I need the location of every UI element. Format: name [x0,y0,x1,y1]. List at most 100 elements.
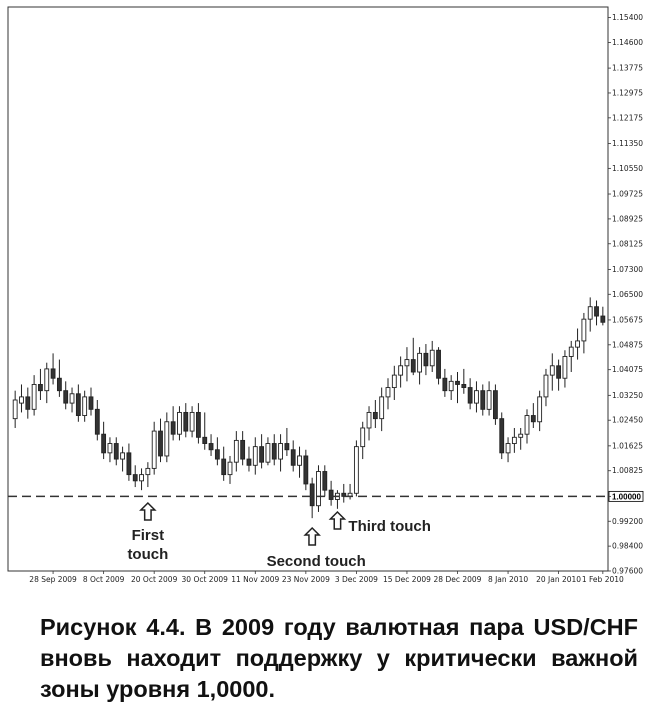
up-arrow-icon [328,510,347,530]
candle-body-down [530,415,536,423]
candle [568,340,574,373]
annotation-second: Second touch [267,526,366,570]
candle-body-up [164,421,170,457]
y-tick-label: 0.98400 [612,542,643,551]
candle-body-down [493,390,498,420]
candle [107,437,113,463]
candle [31,375,37,416]
plot-area [7,6,609,572]
annotation-first: First touch [127,501,168,563]
candle [461,368,467,394]
y-axis: 1.15400 1.14600 1.13775 1.12975 1.12175 1.113… [608,13,643,576]
candle-body-up [587,306,593,320]
candle-body-down [246,458,252,466]
candle [240,431,246,466]
candle [82,390,88,422]
candle-body-down [25,396,31,410]
y-tick-label: 1.00825 [612,466,643,475]
candle [518,427,524,450]
candle [170,406,176,441]
candle-body-up [145,467,151,476]
x-tick-label: 20 Jan 2010 [536,575,581,584]
candle [467,378,473,410]
candle-body-up [19,396,24,404]
annotation-label: Third touch [348,518,431,535]
candle [436,347,441,385]
candle-body-down [113,443,119,460]
candle-body-up [82,396,88,416]
candle [290,440,296,472]
y-tick-label: 1.08125 [612,239,643,248]
candle-body-up [31,384,37,410]
x-tick-label: 20 Oct 2009 [131,575,178,584]
candle-body-up [562,356,568,379]
candle-body-up [189,411,195,432]
candle [524,409,530,444]
x-tick-label: 3 Dec 2009 [335,575,378,584]
candle [246,446,252,472]
candle-body-down [202,436,208,444]
candle [196,403,201,444]
candle-body-up [385,387,391,398]
candle-body-down [480,390,486,410]
candle-body-up [151,430,157,469]
candle-body-down [322,471,328,491]
candle-body-down [126,452,132,476]
candle [113,437,119,466]
candle-body-up [581,318,587,342]
candle [581,312,587,354]
x-tick-label: 28 Sep 2009 [29,575,77,584]
candles-group [12,297,606,519]
candle [297,446,302,478]
candle-body-down [436,349,441,379]
candle-body-down [38,384,43,392]
y-tick-label: 1.09725 [612,190,643,199]
candle [341,483,347,503]
candle-body-down [208,443,214,451]
y-tick-label: 1.11350 [612,139,643,148]
candle-body-down [284,443,290,451]
candle-body-up [404,359,410,367]
candle [410,337,416,376]
figure-caption: Рисунок 4.4. В 2009 году валютная пара U… [40,614,638,702]
candle-body-up [177,411,182,435]
candle [360,421,366,460]
annotation-label: touch [127,546,168,563]
candle [75,384,81,422]
candle [151,421,157,475]
candle-body-up [448,380,454,392]
chart-frame [7,6,609,572]
candle [556,359,562,391]
candle [265,437,271,466]
candle [69,387,75,413]
candle-body-up [568,346,574,357]
candle [398,356,404,388]
candle [511,427,517,453]
candle-body-down [101,433,107,454]
annotation-label: First [132,527,165,544]
candle [423,344,429,376]
candle-body-down [461,384,467,389]
candle [145,462,151,488]
candle [221,446,227,481]
candle [214,437,220,466]
candle-body-down [442,377,448,392]
y-tick-label: 1.15400 [612,13,643,22]
candle [328,480,334,506]
candlestick-chart: 1.00000 1.15400 1.14600 1.13775 1.12975 1.12… [7,6,644,584]
candle-body-up [227,461,233,476]
candle-body-down [170,421,176,435]
candle [316,465,321,512]
candle-body-down [423,352,429,367]
candle [391,365,397,400]
candle-body-down [467,387,473,404]
candle-body-up [120,452,125,460]
candle [208,434,214,456]
candle-body-up [398,365,404,376]
candle-body-up [391,374,397,389]
candle [309,477,315,519]
candle-body-down [132,474,138,482]
candle-body-up [44,368,50,392]
candle [126,443,132,481]
candle-body-down [372,411,378,420]
